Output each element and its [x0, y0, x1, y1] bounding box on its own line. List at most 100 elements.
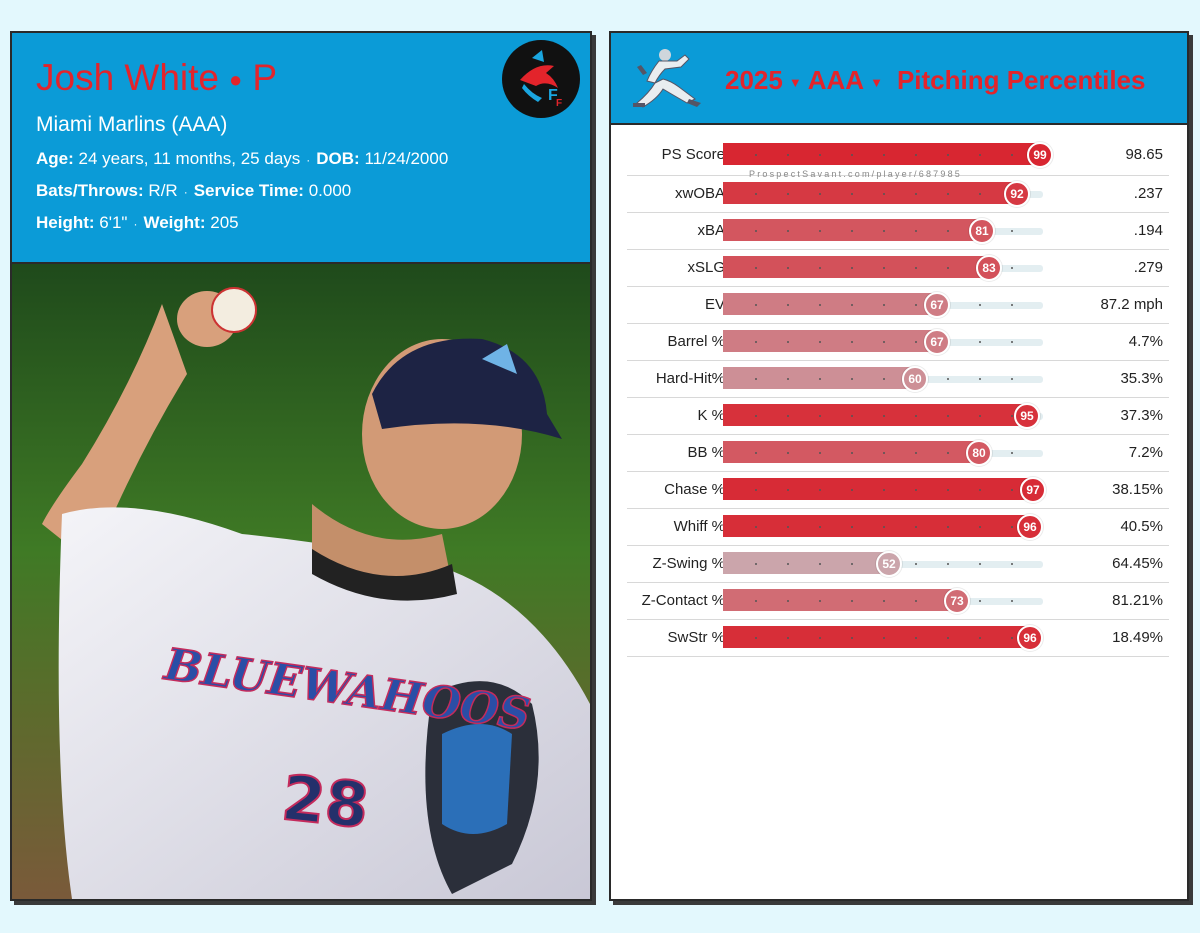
stat-label: Z-Contact %	[641, 592, 725, 609]
stat-row: Z-Contact % 73 81.21%	[627, 583, 1169, 620]
tick-mark	[755, 230, 757, 232]
tick-mark	[883, 452, 885, 454]
tick-mark	[851, 193, 853, 195]
year-selector[interactable]: 2025 ▼	[725, 65, 808, 95]
percentiles-card: 2025 ▼ AAA ▼ Pitching Percentiles PS Score 99…	[609, 31, 1189, 901]
level-selector[interactable]: AAA ▼	[808, 65, 889, 95]
tick-mark	[947, 637, 949, 639]
percentile-ticks	[723, 145, 1043, 165]
tick-mark	[787, 637, 789, 639]
tick-mark	[915, 600, 917, 602]
player-card: Josh White ● P Miami Marlins (AAA) Age: 24…	[10, 31, 592, 901]
percentile-badge: 99	[1027, 142, 1053, 168]
percentile-badge: 52	[876, 551, 902, 577]
tick-mark	[755, 637, 757, 639]
height-weight-line: Height: 6'1" · Weight: 205	[36, 213, 239, 232]
tick-mark	[979, 600, 981, 602]
tick-mark	[979, 378, 981, 380]
tick-mark	[787, 563, 789, 565]
tick-mark	[979, 415, 981, 417]
tick-mark	[755, 600, 757, 602]
tick-mark	[787, 415, 789, 417]
age-label: Age:	[36, 149, 74, 168]
age-value: 24 years, 11 months, 25 days	[78, 149, 301, 168]
stat-label: xwOBA	[674, 185, 725, 202]
tick-mark	[883, 341, 885, 343]
title-text: Pitching Percentiles	[896, 65, 1146, 95]
tick-mark	[851, 378, 853, 380]
stat-value: 7.2%	[1128, 444, 1163, 461]
tick-mark	[787, 341, 789, 343]
tick-mark	[979, 563, 981, 565]
tick-mark	[1011, 526, 1013, 528]
tick-mark	[787, 526, 789, 528]
weight-label: Weight:	[143, 213, 206, 232]
stat-row: EV 67 87.2 mph	[627, 287, 1169, 324]
stat-value: 18.49%	[1112, 629, 1163, 646]
stat-label: Chase %	[664, 481, 725, 498]
weight-value: 205	[210, 213, 239, 232]
percentile-ticks	[723, 591, 1043, 611]
stat-value: 87.2 mph	[1100, 296, 1163, 313]
stat-row: Hard-Hit% 60 35.3%	[627, 361, 1169, 398]
stat-label: Hard-Hit%	[655, 370, 725, 387]
stat-label: K %	[697, 407, 725, 424]
level-label: AAA	[807, 65, 865, 95]
tick-mark	[979, 193, 981, 195]
percentile-bar	[723, 256, 989, 278]
stat-value: 98.65	[1125, 146, 1163, 163]
percentiles-header: 2025 ▼ AAA ▼ Pitching Percentiles	[611, 33, 1187, 125]
stat-row: Whiff % 96 40.5%	[627, 509, 1169, 546]
tick-mark	[883, 489, 885, 491]
percentile-ticks	[723, 628, 1043, 648]
tick-mark	[787, 489, 789, 491]
tick-mark	[1011, 637, 1013, 639]
tick-mark	[851, 526, 853, 528]
tick-mark	[819, 267, 821, 269]
tick-mark	[979, 526, 981, 528]
percentile-ticks	[723, 221, 1043, 241]
player-photo: BLUEWAHOOS 28	[12, 264, 590, 899]
percentile-ticks	[723, 480, 1043, 500]
tick-mark	[883, 415, 885, 417]
percentile-badge: 73	[944, 588, 970, 614]
stat-label: Z-Swing %	[652, 555, 725, 572]
stat-value: 37.3%	[1120, 407, 1163, 424]
tick-mark	[979, 341, 981, 343]
tick-mark	[979, 489, 981, 491]
tick-mark	[819, 600, 821, 602]
height-value: 6'1"	[99, 213, 128, 232]
percentile-badge: 67	[924, 292, 950, 318]
bats-service-line: Bats/Throws: R/R · Service Time: 0.000	[36, 181, 352, 200]
stat-label: BB %	[687, 444, 725, 461]
tick-mark	[851, 230, 853, 232]
separator-dot: ●	[229, 67, 243, 93]
percentile-ticks	[723, 443, 1043, 463]
year-label: 2025	[725, 65, 783, 95]
percentile-ticks	[723, 184, 1043, 204]
watermark-url: ProspectSavant.com/player/687985	[749, 169, 962, 179]
tick-mark	[883, 600, 885, 602]
tick-mark	[883, 154, 885, 156]
percentile-bar	[723, 626, 1030, 648]
tick-mark	[1011, 230, 1013, 232]
stat-row: Barrel % 67 4.7%	[627, 324, 1169, 361]
tick-mark	[755, 526, 757, 528]
stat-row: PS Score 99 98.65	[627, 137, 1169, 176]
percentile-ticks	[723, 332, 1043, 352]
percentile-badge: 95	[1014, 403, 1040, 429]
tick-mark	[979, 154, 981, 156]
stat-row: K % 95 37.3%	[627, 398, 1169, 435]
tick-mark	[755, 489, 757, 491]
tick-mark	[883, 304, 885, 306]
tick-mark	[851, 600, 853, 602]
tick-mark	[851, 304, 853, 306]
stat-value: 4.7%	[1128, 333, 1163, 350]
percentile-badge: 96	[1017, 625, 1043, 651]
tick-mark	[819, 193, 821, 195]
tick-mark	[947, 267, 949, 269]
tick-mark	[915, 526, 917, 528]
stat-value: 38.15%	[1112, 481, 1163, 498]
tick-mark	[1011, 600, 1013, 602]
tick-mark	[755, 563, 757, 565]
